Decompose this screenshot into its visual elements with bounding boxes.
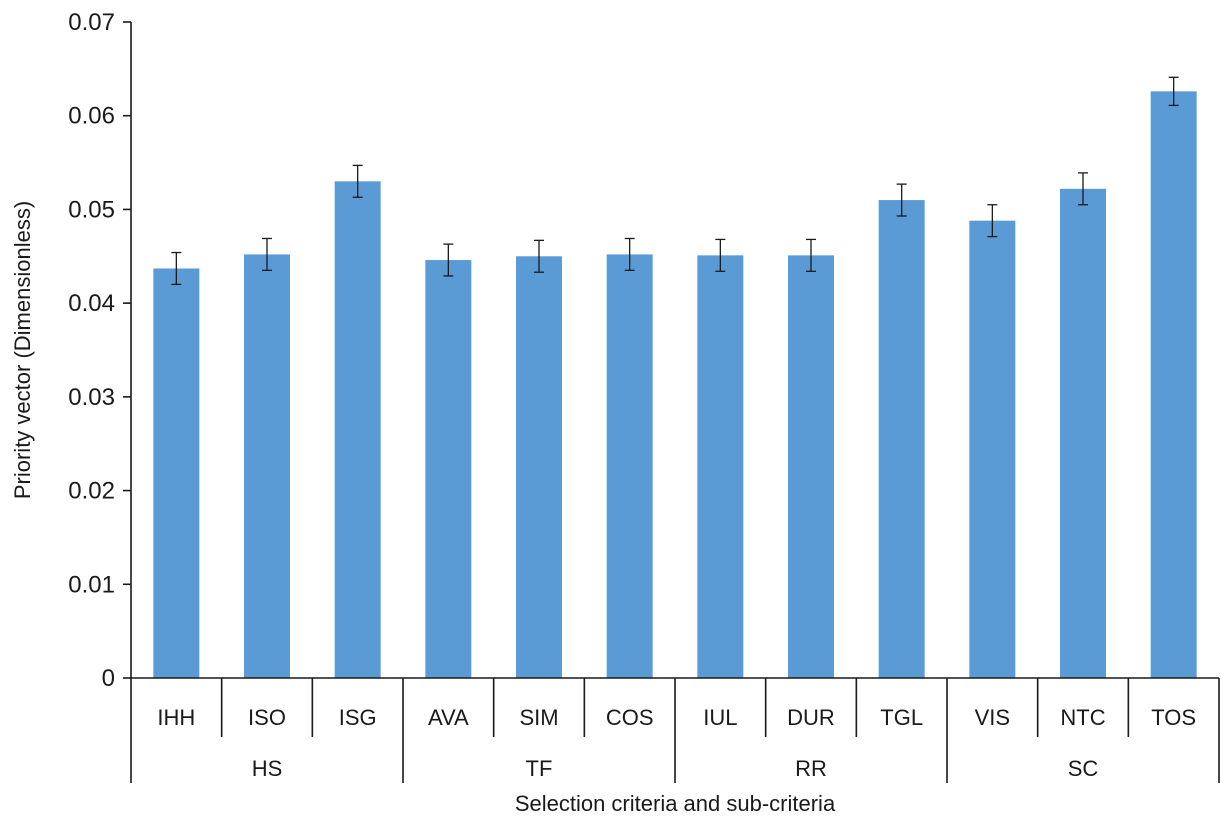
bar-ntc bbox=[1060, 188, 1106, 678]
error-bars-layer bbox=[171, 76, 1179, 286]
y-tick-label: 0.03 bbox=[68, 384, 115, 411]
bar-ava bbox=[425, 260, 472, 678]
x-axis: IHH ISO ISG AVA SIM COS IUL DUR TGL VIS NTC TOS HS TF… bbox=[130, 677, 1220, 783]
category-label-vis: VIS bbox=[975, 705, 1010, 730]
y-axis: 0 0.01 0.02 0.03 0.04 0.05 0.06 0.07 bbox=[68, 9, 132, 692]
group-label-sc: SC bbox=[1068, 756, 1099, 781]
category-label-dur: DUR bbox=[787, 705, 835, 730]
category-label-sim: SIM bbox=[519, 705, 558, 730]
category-label-tos: TOS bbox=[1151, 705, 1196, 730]
x-axis-title: Selection criteria and sub-criteria bbox=[515, 791, 836, 816]
category-label-ntc: NTC bbox=[1060, 705, 1105, 730]
group-label-hs: HS bbox=[252, 756, 283, 781]
bar-tos bbox=[1150, 91, 1197, 678]
bar-ihh bbox=[153, 268, 200, 678]
category-label-isg: ISG bbox=[339, 705, 377, 730]
y-tick-label: 0.07 bbox=[68, 9, 115, 36]
bars-layer bbox=[153, 91, 1197, 679]
y-tick-label: 0.02 bbox=[68, 478, 115, 505]
bar-isg bbox=[334, 181, 381, 679]
bar-vis bbox=[969, 220, 1016, 678]
y-tick-label: 0.05 bbox=[68, 196, 115, 223]
category-label-cos: COS bbox=[606, 705, 654, 730]
y-tick-label: 0.04 bbox=[68, 290, 115, 317]
y-tick-label: 0.06 bbox=[68, 103, 115, 130]
bar-cos bbox=[606, 254, 653, 678]
y-tick-label: 0.01 bbox=[68, 571, 115, 598]
bar-sim bbox=[516, 256, 562, 678]
category-label-ava: AVA bbox=[428, 705, 469, 730]
bar-iul bbox=[697, 255, 744, 678]
group-label-rr: RR bbox=[795, 756, 827, 781]
group-label-tf: TF bbox=[526, 756, 553, 781]
bar-dur bbox=[788, 255, 834, 678]
bar-tgl bbox=[878, 200, 925, 679]
y-axis-title: Priority vector (Dimensionless) bbox=[10, 201, 35, 499]
category-label-tgl: TGL bbox=[880, 705, 923, 730]
y-tick-label: 0 bbox=[102, 665, 115, 692]
category-label-iul: IUL bbox=[703, 705, 737, 730]
category-label-ihh: IHH bbox=[157, 705, 195, 730]
bar-iso bbox=[244, 254, 290, 678]
category-label-iso: ISO bbox=[248, 705, 286, 730]
